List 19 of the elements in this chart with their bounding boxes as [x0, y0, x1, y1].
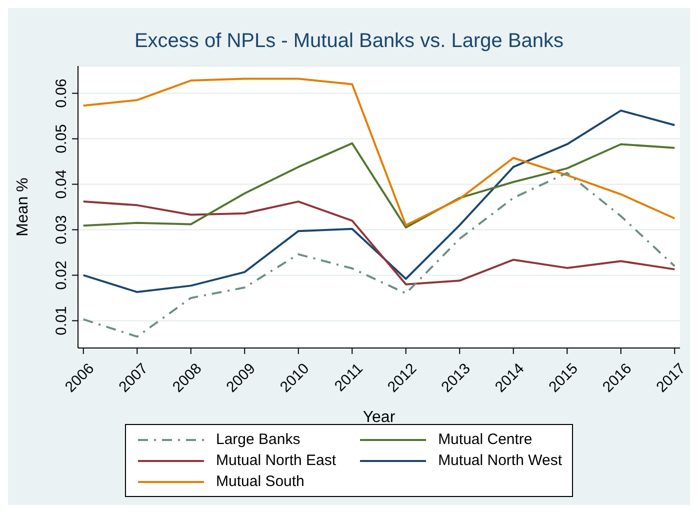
- y-tick-label: 0.04: [53, 170, 70, 199]
- legend-label: Mutual South: [216, 473, 304, 490]
- line-series: [82, 200, 676, 286]
- legend-label: Mutual Centre: [438, 431, 532, 448]
- legend-label: Mutual North West: [438, 452, 562, 469]
- y-tick-label: 0.03: [53, 215, 70, 244]
- y-tick-label: 0.01: [53, 306, 70, 336]
- chart-title: Excess of NPLs - Mutual Banks vs. Large Banks: [133, 29, 565, 54]
- line-series: [82, 172, 676, 338]
- line-series: [82, 142, 676, 228]
- line-series: [82, 110, 676, 294]
- y-tick-label: 0.05: [53, 124, 70, 154]
- y-tick-label: 0.06: [53, 78, 70, 108]
- legend-label: Mutual North East: [216, 452, 336, 469]
- y-tick-label: 0.02: [53, 260, 70, 290]
- y-axis-title: Mean %: [14, 178, 32, 236]
- legend-label: Large Banks: [216, 431, 300, 448]
- line-series: [82, 78, 676, 226]
- x-axis-title: Year: [362, 409, 396, 426]
